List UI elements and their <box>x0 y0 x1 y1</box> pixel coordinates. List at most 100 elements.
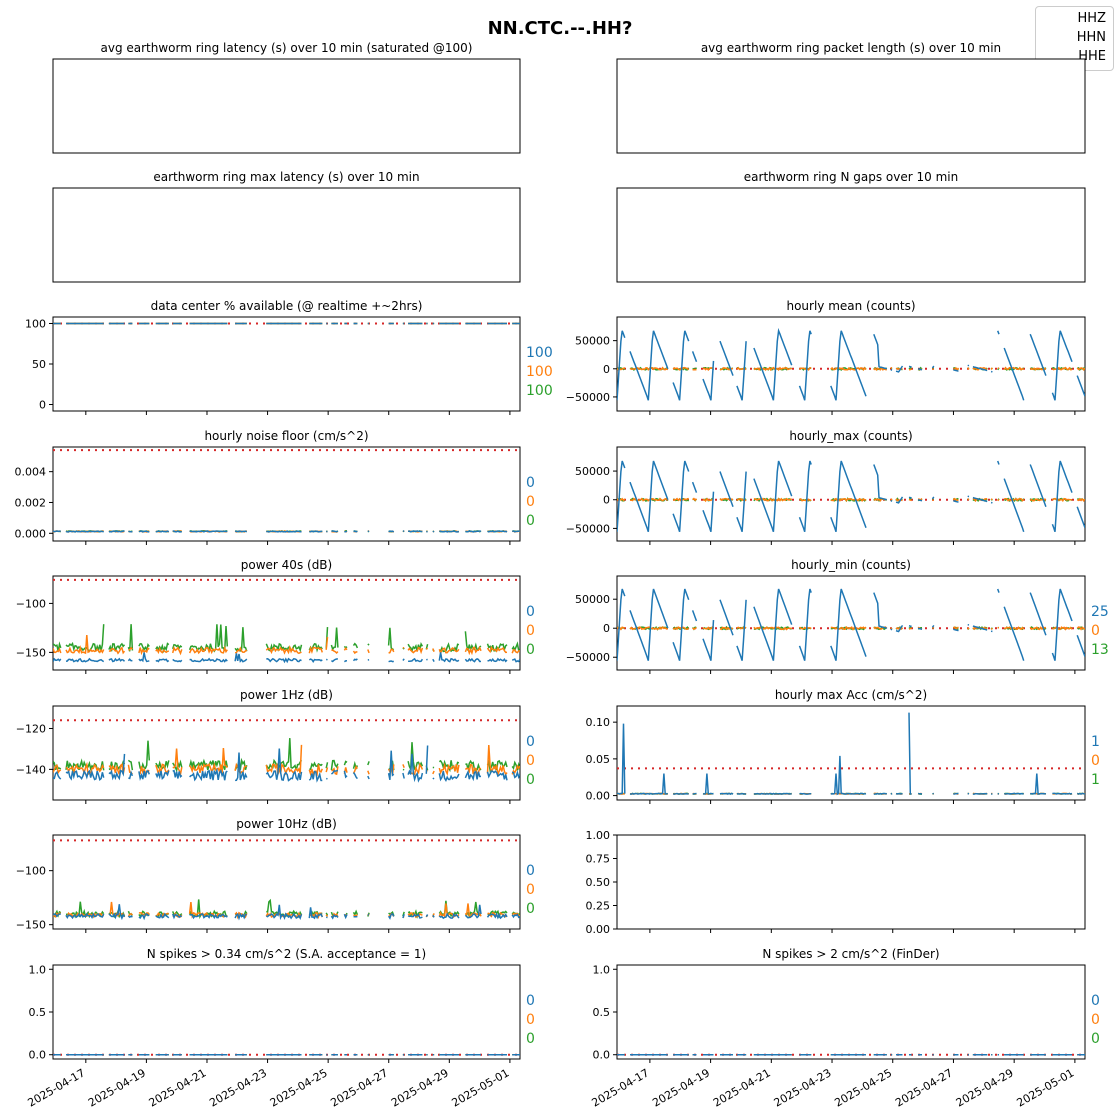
panel-hourly-mean-ytick-label: 0 <box>603 363 610 376</box>
panel-hourly-min-side-label-2: 13 <box>1091 642 1109 658</box>
panel-power-10hz-ytick-label: −150 <box>16 919 46 932</box>
panel-ring-latency-frame <box>52 58 521 154</box>
panel-hourly-max-series-hhz <box>617 460 1085 533</box>
panel-unused-ytick-label: 0.00 <box>586 923 611 936</box>
panel-max-acc-ytick-label: 0.10 <box>586 716 611 729</box>
panel-spikes-2-side-label-0: 0 <box>1091 993 1100 1009</box>
panel-availability-ytick-label: 50 <box>32 358 46 371</box>
panel-hourly-mean-frame <box>616 316 1086 412</box>
panel-hourly-max-title: hourly_max (counts) <box>789 429 912 443</box>
panel-power-40s-side-label-0: 0 <box>526 604 535 620</box>
panel-hourly-mean-series-hhn <box>617 366 1085 372</box>
panel-hourly-min-ytick-label: 0 <box>603 622 610 635</box>
panel-spikes-2-xtick-label: 2025-05-01 <box>1015 1066 1077 1109</box>
panel-hourly-min-title: hourly_min (counts) <box>791 558 911 572</box>
panel-power-40s-ytick-label: −150 <box>16 646 46 659</box>
panel-spikes-034-xtick-label: 2025-04-23 <box>207 1066 269 1109</box>
panel-max-acc-series-hhz <box>617 712 1085 796</box>
panel-power-10hz-title: power 10Hz (dB) <box>236 817 337 831</box>
panel-max-acc-frame <box>616 705 1086 801</box>
panel-availability-title: data center % available (@ realtime +~2h… <box>151 299 423 313</box>
panel-spikes-2-xtick-label: 2025-04-19 <box>650 1066 712 1109</box>
panel-spikes-2-xtick-label: 2025-04-27 <box>893 1066 955 1109</box>
panel-ring-gaps-title: earthworm ring N gaps over 10 min <box>744 170 958 184</box>
panel-hourly-mean-ytick-label: 50000 <box>575 335 610 348</box>
panel-max-acc-ytick-label: 0.00 <box>586 790 611 803</box>
panel-power-40s-side-label-2: 0 <box>526 642 535 658</box>
panel-availability-side-label-0: 100 <box>526 345 553 361</box>
panel-spikes-034-xtick-label: 2025-05-01 <box>450 1066 512 1109</box>
panel-ring-max-latency-title: earthworm ring max latency (s) over 10 m… <box>153 170 419 184</box>
panel-ring-gaps-frame <box>616 187 1086 283</box>
panel-availability-ytick-label: 0 <box>39 399 46 412</box>
panel-max-acc-ytick-label: 0.05 <box>586 753 611 766</box>
panel-noise-floor-ytick-label: 0.000 <box>15 527 47 540</box>
panel-max-acc-title: hourly max Acc (cm/s^2) <box>775 688 927 702</box>
panel-availability-ytick-label: 100 <box>25 317 46 330</box>
panel-spikes-034-side-label-1: 0 <box>526 1012 535 1028</box>
panel-power-1hz-ytick-label: −120 <box>16 722 46 735</box>
panel-noise-floor-ytick-label: 0.004 <box>15 466 47 479</box>
panel-spikes-034-frame <box>52 964 521 1060</box>
panel-spikes-034-ytick-label: 0.0 <box>29 1049 47 1062</box>
panel-noise-floor-ytick-label: 0.002 <box>15 496 47 509</box>
panel-spikes-034-ytick-label: 0.5 <box>29 1006 47 1019</box>
panel-max-acc-side-label-2: 1 <box>1091 772 1100 788</box>
panel-spikes-034-side-label-0: 0 <box>526 993 535 1009</box>
panel-hourly-min-side-label-1: 0 <box>1091 623 1100 639</box>
panel-spikes-034-ytick-label: 1.0 <box>29 963 47 976</box>
panel-spikes-2-xtick-label: 2025-04-29 <box>954 1066 1016 1109</box>
panel-hourly-max-ytick-label: 50000 <box>575 465 610 478</box>
panel-unused-frame <box>616 834 1086 930</box>
legend-entry-hhn: HHN <box>1076 30 1106 45</box>
panel-availability-frame <box>52 316 521 412</box>
panel-unused-ytick-label: 0.50 <box>586 876 611 889</box>
panel-hourly-mean-series-hhz <box>617 327 1085 401</box>
panel-power-10hz-side-label-0: 0 <box>526 863 535 879</box>
panel-spikes-2-xtick-label: 2025-04-17 <box>590 1066 652 1109</box>
panel-noise-floor-series-hhz <box>53 530 520 533</box>
panel-spikes-2-xtick-label: 2025-04-25 <box>832 1066 894 1109</box>
panel-spikes-034-xtick-label: 2025-04-29 <box>389 1066 451 1109</box>
panel-power-40s-series-hhn <box>53 635 520 656</box>
panel-unused-ytick-label: 0.25 <box>586 900 611 913</box>
panel-availability-side-label-2: 100 <box>526 383 553 399</box>
panel-power-40s-ytick-label: −100 <box>16 597 46 610</box>
panel-power-1hz-ytick-label: −140 <box>16 763 46 776</box>
panel-spikes-2-ytick-label: 0.0 <box>593 1049 611 1062</box>
panel-hourly-min-ytick-label: −50000 <box>566 651 610 664</box>
panel-hourly-max-frame <box>616 446 1086 542</box>
panel-power-1hz-side-label-2: 0 <box>526 772 535 788</box>
panel-hourly-min-ytick-label: 50000 <box>575 593 610 606</box>
panel-max-acc-side-label-1: 0 <box>1091 753 1100 769</box>
panel-power-1hz-frame <box>52 705 521 801</box>
panel-spikes-034-side-label-2: 0 <box>526 1031 535 1047</box>
panel-power-1hz-title: power 1Hz (dB) <box>240 688 333 702</box>
panel-power-10hz-side-label-1: 0 <box>526 882 535 898</box>
panel-noise-floor-frame <box>52 446 521 542</box>
panel-noise-floor-side-label-2: 0 <box>526 513 535 529</box>
panel-unused-ytick-label: 1.00 <box>586 829 611 842</box>
panel-spikes-2-ytick-label: 1.0 <box>593 963 611 976</box>
panel-ring-max-latency-frame <box>52 187 521 283</box>
panel-spikes-034-xtick-label: 2025-04-25 <box>268 1066 330 1109</box>
panel-noise-floor-side-label-0: 0 <box>526 475 535 491</box>
panel-power-40s-series-hhz <box>53 652 520 664</box>
panel-hourly-min-series-hhn <box>617 625 1085 631</box>
panel-spikes-034-xtick-label: 2025-04-27 <box>328 1066 390 1109</box>
panel-spikes-2-ytick-label: 0.5 <box>593 1006 611 1019</box>
figure-title: NN.CTC.--.HH? <box>487 18 633 39</box>
panel-power-10hz-series-hhz <box>53 904 520 921</box>
panel-hourly-min-series-hhz <box>617 588 1085 661</box>
legend-entry-hhz: HHZ <box>1077 11 1106 26</box>
panel-max-acc-side-label-0: 1 <box>1091 734 1100 750</box>
panel-availability-side-label-1: 100 <box>526 364 553 380</box>
panel-spikes-034-xtick-label: 2025-04-21 <box>147 1066 209 1109</box>
panel-spikes-2-xtick-label: 2025-04-23 <box>772 1066 834 1109</box>
panel-ring-latency-title: avg earthworm ring latency (s) over 10 m… <box>101 41 473 55</box>
panel-power-1hz-series-hhz <box>53 745 520 783</box>
panel-hourly-min-frame <box>616 575 1086 671</box>
panel-hourly-max-ytick-label: 0 <box>603 494 610 507</box>
panel-hourly-mean-title: hourly mean (counts) <box>786 299 915 313</box>
